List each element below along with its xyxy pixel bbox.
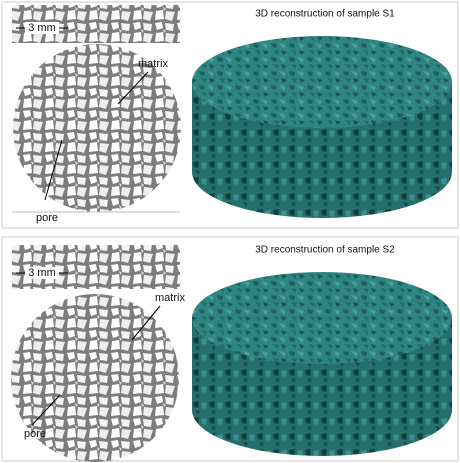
panel-title: 3D reconstruction of sample S1 (255, 9, 395, 20)
matrix-label: matrix (155, 292, 185, 304)
scale-label: 3 mm (28, 267, 56, 279)
cylinder-top (192, 272, 452, 364)
pore-label: pore (24, 428, 46, 440)
scale-label: 3 mm (28, 22, 56, 34)
figure: 3 mm matrix pore 3D reconstruction of sa… (0, 0, 460, 463)
panel-title: 3D reconstruction of sample S2 (255, 245, 395, 256)
panel-1: 3 mm matrix pore 3D reconstruction of sa… (2, 2, 458, 228)
panel-2: 3 mm matrix pore 3D reconstruction of sa… (2, 237, 458, 462)
matrix-label: matrix (138, 58, 168, 70)
pore-label: pore (36, 212, 58, 224)
cylinder-top (192, 36, 452, 128)
